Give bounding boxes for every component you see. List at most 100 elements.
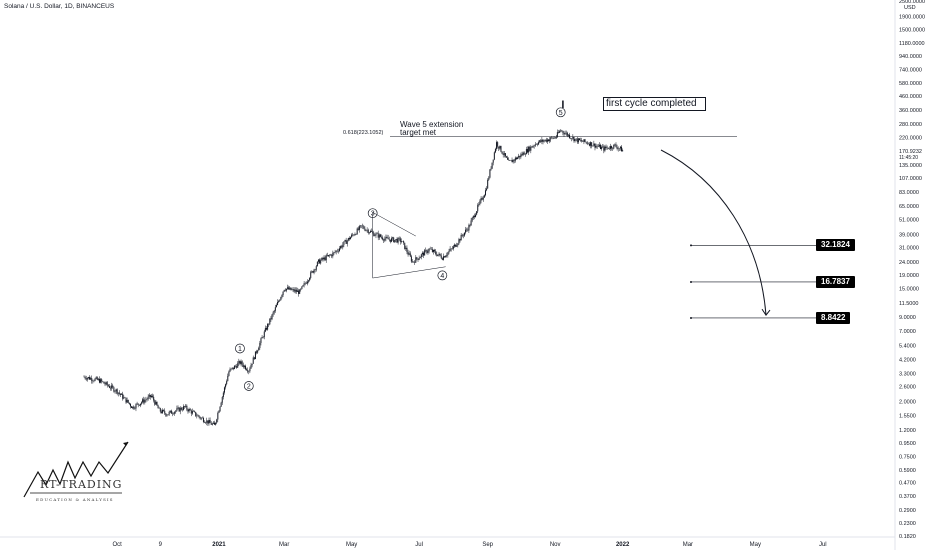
time-axis-label: Oct <box>113 542 123 548</box>
candle-body <box>475 214 477 218</box>
candle-body <box>562 130 564 133</box>
candle-body <box>121 393 123 395</box>
candle-body <box>416 257 418 259</box>
candle-body <box>367 229 369 234</box>
price-axis-label: 2.0000 <box>899 399 916 405</box>
candle-body <box>189 409 191 411</box>
candle-body <box>513 159 515 161</box>
candle-body <box>97 378 99 380</box>
candle-body <box>543 140 545 142</box>
candle-body <box>272 312 274 315</box>
candle-body <box>514 157 516 161</box>
symbol-title[interactable]: Solana / U.S. Dollar, 1D, BINANCEUS <box>4 3 115 10</box>
candle-body <box>546 139 548 142</box>
candle-body <box>490 168 492 170</box>
price-axis-label: 5.4000 <box>899 344 916 350</box>
candle-body <box>369 231 371 233</box>
candle-body <box>144 400 146 403</box>
price-axis-label: 940.0000 <box>899 54 922 60</box>
candle-body <box>160 411 162 413</box>
candle-body <box>549 139 551 142</box>
candle-body <box>491 162 493 169</box>
cycle-completed-box[interactable]: first cycle completed <box>603 97 706 111</box>
candle-body <box>202 417 204 422</box>
candle-body <box>615 144 617 147</box>
candle-body <box>98 378 100 383</box>
candle-body <box>437 254 439 256</box>
price-axis-label: 0.1820 <box>899 534 916 540</box>
candle-body <box>421 252 423 255</box>
candle-body <box>284 289 286 291</box>
candle-body <box>542 139 544 142</box>
candle-body <box>499 145 501 149</box>
candle-body <box>598 144 600 147</box>
candle-body <box>207 420 209 424</box>
price-axis[interactable]: 2500.0000 1900.0000 1500.0000 1180.0000 940.… <box>899 0 925 540</box>
candle-body <box>325 255 327 261</box>
candle-body <box>544 139 546 141</box>
target-badge-1[interactable]: 32.1824 <box>816 239 855 251</box>
candle-body <box>231 367 233 369</box>
candle-body <box>86 378 88 380</box>
candle-body <box>176 408 178 411</box>
candle-body <box>95 377 97 379</box>
price-axis-label: 1.5500 <box>899 414 916 420</box>
candle-body <box>135 404 137 409</box>
candle-body <box>85 378 87 380</box>
candle-body <box>89 377 91 380</box>
candle-body <box>184 406 186 407</box>
price-axis-label: 0.9500 <box>899 441 916 447</box>
target-badge-3[interactable]: 8.8422 <box>816 312 851 324</box>
candle-body <box>500 145 502 152</box>
price-axis-label: 0.5900 <box>899 468 916 474</box>
candle-body <box>103 381 105 384</box>
candle-body <box>119 393 121 395</box>
candle-body <box>126 399 128 403</box>
candle-body <box>592 145 594 147</box>
candle-body <box>221 396 223 403</box>
price-axis-label: 0.2300 <box>899 521 916 527</box>
wave-4-label: 4 <box>440 273 444 280</box>
candle-body <box>528 146 530 153</box>
candle-body <box>164 410 166 414</box>
candle-body <box>392 237 394 239</box>
wave-4-circle <box>437 270 448 281</box>
candle-body <box>440 255 442 259</box>
target-badge-2[interactable]: 16.7837 <box>816 276 855 288</box>
candle-body <box>330 254 332 256</box>
candle-body <box>216 419 218 423</box>
candle-body <box>228 371 230 376</box>
candle-body <box>502 153 504 155</box>
candle-body <box>420 254 422 258</box>
candle-body <box>386 236 388 238</box>
candle-body <box>603 146 605 151</box>
candle-body <box>347 237 349 241</box>
price-axis-label: 0.3700 <box>899 494 916 500</box>
candle-body <box>154 400 156 405</box>
candle-body <box>363 226 365 229</box>
time-axis-label: Mar <box>279 542 289 548</box>
candle-body <box>96 377 98 380</box>
candle-body <box>417 258 419 260</box>
candle-body <box>595 145 597 148</box>
price-axis-label: 1180.0000 <box>899 41 925 47</box>
candle-body <box>258 347 260 351</box>
time-axis[interactable]: Oct 9 2021 Mar May Jul Sep Nov 2022 Mar May Jul <box>113 542 827 548</box>
candle-body <box>373 232 375 237</box>
candle-body <box>91 378 93 381</box>
candle-body <box>317 259 319 262</box>
candle-body <box>239 361 241 364</box>
candle-body <box>321 257 323 261</box>
last-price-label: 170.9232 <box>899 149 922 155</box>
candle-body <box>588 143 590 146</box>
candle-body <box>473 215 475 218</box>
candle-body <box>277 301 279 306</box>
countdown-label: 11:45:20 <box>899 155 918 161</box>
candle-body <box>622 150 624 152</box>
candle-body <box>484 190 486 196</box>
logo-mark <box>23 441 129 498</box>
candle-body <box>188 409 190 412</box>
candle-body <box>556 132 558 137</box>
target-anchor-dot <box>690 280 692 283</box>
